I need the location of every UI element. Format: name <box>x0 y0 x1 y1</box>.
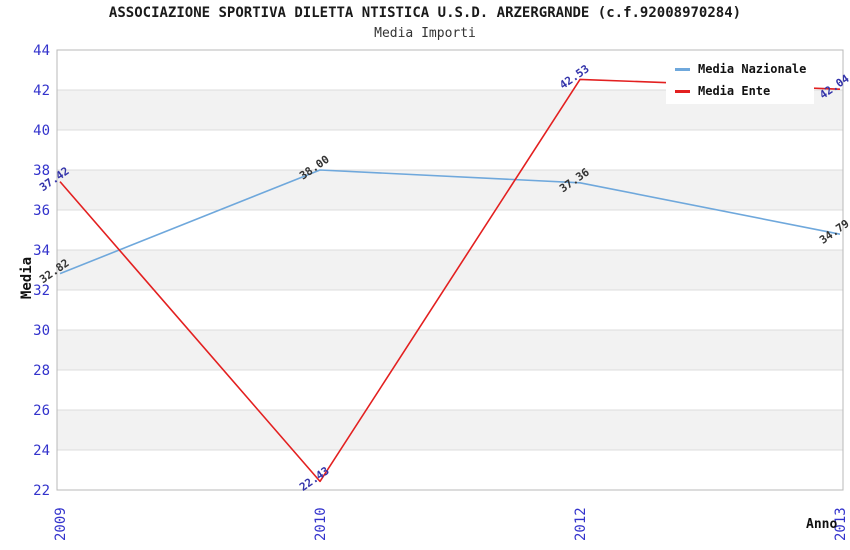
y-tick-label: 22 <box>33 483 50 499</box>
legend-label: Media Nazionale <box>698 62 807 76</box>
x-axis-title: Anno <box>806 517 838 532</box>
legend-item-media-ente: Media Ente <box>666 81 814 101</box>
chart-subtitle: Media Importi <box>374 26 476 41</box>
y-tick-label: 26 <box>33 403 50 419</box>
plot-border <box>56 49 844 491</box>
legend-swatch <box>675 89 690 93</box>
x-tick-label: 2013 <box>833 507 849 541</box>
legend: Media Nazionale Media Ente <box>666 56 814 104</box>
y-tick-label: 36 <box>33 203 50 219</box>
grid-band <box>57 130 843 170</box>
grid-band <box>57 330 843 370</box>
y-axis-title: Media <box>19 256 35 300</box>
legend-swatch <box>675 67 690 71</box>
y-tick-label: 34 <box>33 243 50 259</box>
x-tick-label: 2010 <box>313 507 329 541</box>
chart-title: ASSOCIAZIONE SPORTIVA DILETTA NTISTICA U… <box>108 5 742 21</box>
y-tick-label: 28 <box>33 363 50 379</box>
y-tick-label: 44 <box>33 43 50 59</box>
x-tick-label: 2012 <box>573 507 589 541</box>
series-line-media-nazionale <box>59 169 841 275</box>
grid-band <box>57 210 843 250</box>
grid-band <box>57 370 843 410</box>
grid-band <box>57 250 843 290</box>
y-tick-label: 38 <box>33 163 50 179</box>
grid-band <box>57 290 843 330</box>
grid-band <box>57 450 843 490</box>
legend-label: Media Ente <box>698 84 771 98</box>
y-tick-label: 30 <box>33 323 50 339</box>
y-tick-label: 32 <box>33 283 50 299</box>
x-tick-label: 2009 <box>53 507 69 541</box>
grid-band <box>57 410 843 450</box>
y-tick-label: 42 <box>33 83 50 99</box>
y-tick-label: 40 <box>33 123 50 139</box>
legend-item-media-nazionale: Media Nazionale <box>666 59 814 79</box>
y-tick-label: 24 <box>33 443 50 459</box>
